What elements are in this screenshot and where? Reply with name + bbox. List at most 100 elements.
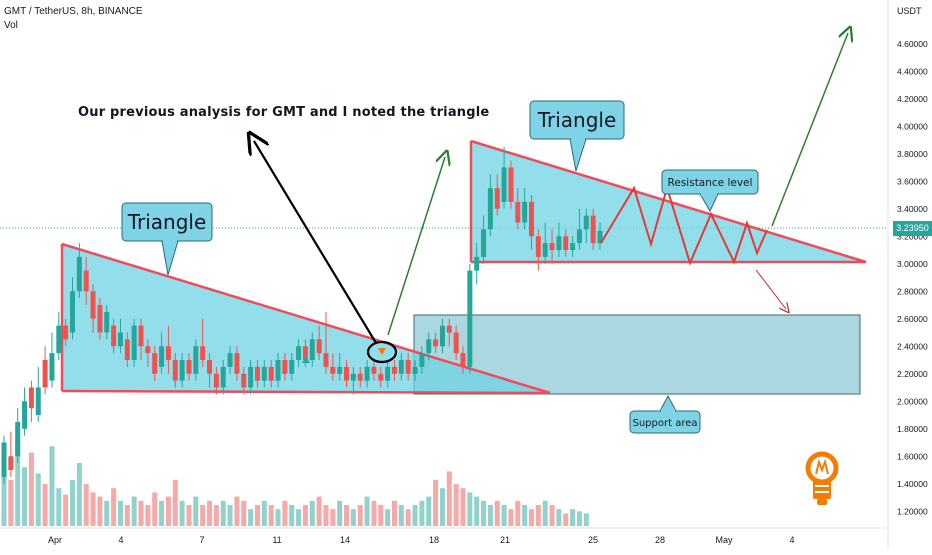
volume-bar bbox=[412, 505, 418, 526]
volume-bar bbox=[241, 500, 247, 526]
candle-body bbox=[330, 366, 336, 374]
volume-bar bbox=[302, 505, 308, 526]
volume-bar bbox=[316, 496, 322, 526]
candle-body bbox=[344, 366, 350, 381]
price-tick-label: 2.00000 bbox=[897, 396, 928, 406]
volume-bar bbox=[419, 500, 425, 526]
candle-body bbox=[248, 366, 254, 388]
price-tick-label: 1.40000 bbox=[897, 479, 928, 489]
price-tick-label: 4.40000 bbox=[897, 66, 928, 76]
volume-bar bbox=[426, 496, 432, 526]
volume-bar bbox=[433, 479, 439, 526]
candle-body bbox=[213, 373, 219, 388]
volume-bar bbox=[344, 505, 350, 526]
volume-bar bbox=[76, 463, 82, 526]
candle-body bbox=[35, 387, 41, 415]
volume-bar bbox=[467, 492, 473, 526]
note-pointer-arrow bbox=[254, 141, 377, 344]
right-triangle-callout[interactable]: Triangle bbox=[529, 100, 625, 172]
volume-bar bbox=[583, 513, 589, 526]
candle-body bbox=[576, 229, 582, 244]
down-arrow-to-support bbox=[755, 269, 786, 309]
candle-body bbox=[412, 366, 418, 374]
price-tick-label: 3.40000 bbox=[897, 204, 928, 214]
breakout-arrow-1 bbox=[387, 157, 445, 336]
left-triangle-upper-edge bbox=[61, 242, 551, 395]
candle-body bbox=[76, 256, 82, 292]
candle-body bbox=[371, 366, 377, 374]
volume-bar bbox=[15, 442, 21, 526]
current-price-tag: 3.23950 bbox=[893, 221, 932, 236]
earlier-marker-icon bbox=[302, 356, 310, 363]
time-tick-label: 4 bbox=[789, 535, 794, 545]
volume-bar bbox=[385, 509, 391, 526]
time-tick-label: 21 bbox=[500, 535, 510, 545]
volume-bar bbox=[570, 509, 576, 526]
candlesticks bbox=[1, 146, 603, 484]
price-tick-label: 4.20000 bbox=[897, 94, 928, 104]
volume-bar bbox=[152, 492, 158, 526]
candle-body bbox=[159, 346, 165, 367]
volume-bar bbox=[56, 488, 62, 526]
candle-body bbox=[49, 353, 55, 381]
currency-label: USDT bbox=[897, 6, 922, 16]
left-triangle-callout[interactable]: Triangle bbox=[121, 202, 213, 276]
breakout-circle-marker[interactable] bbox=[366, 340, 398, 364]
candle-body bbox=[549, 243, 555, 250]
candle-body bbox=[350, 373, 356, 381]
volume-bar bbox=[35, 473, 41, 526]
volume-bar bbox=[131, 496, 137, 526]
candle-body bbox=[165, 346, 171, 360]
price-tick-label: 3.60000 bbox=[897, 176, 928, 186]
price-tick-label: 1.60000 bbox=[897, 451, 928, 461]
candle-body bbox=[570, 243, 576, 250]
candle-body bbox=[433, 339, 439, 347]
candle-body bbox=[528, 201, 534, 237]
candle-body bbox=[508, 167, 514, 202]
volume-bar bbox=[172, 479, 178, 526]
breakout-marker-icon bbox=[378, 348, 386, 355]
volume-bar bbox=[254, 505, 260, 526]
symbol-title: GMT / TetherUS, 8h, BINANCE bbox=[4, 6, 143, 17]
candle-body bbox=[275, 360, 281, 381]
resistance-callout[interactable]: Resistance level bbox=[661, 169, 759, 213]
volume-bar bbox=[165, 496, 171, 526]
candle-body bbox=[481, 229, 487, 257]
resistance-label: Resistance level bbox=[668, 177, 753, 189]
candle-body bbox=[172, 360, 178, 381]
price-tick-label: 2.80000 bbox=[897, 286, 928, 296]
time-tick-label: 11 bbox=[272, 535, 281, 545]
candle-body bbox=[83, 270, 89, 292]
volume-bar bbox=[179, 500, 185, 526]
candle-body bbox=[8, 456, 14, 470]
volume-bar bbox=[8, 479, 14, 526]
time-tick-label: May bbox=[715, 535, 733, 545]
volume-bar bbox=[296, 509, 302, 526]
price-axis[interactable]: 4.60000 4.40000 4.20000 4.00000 3.80000 3.600… bbox=[897, 39, 928, 517]
candle-body bbox=[323, 353, 329, 367]
time-axis[interactable]: Apr 4 7 11 14 18 21 25 28 May 4 bbox=[48, 535, 795, 545]
candle-body bbox=[124, 339, 130, 360]
time-tick-label: 25 bbox=[588, 535, 598, 545]
candle-body bbox=[590, 215, 596, 244]
candle-body bbox=[316, 339, 322, 354]
price-tick-label: 3.20000 bbox=[897, 231, 928, 241]
breakout-arrow-2 bbox=[771, 33, 848, 227]
candle-body bbox=[501, 167, 507, 202]
volume-bar bbox=[398, 505, 404, 526]
volume-bar bbox=[522, 505, 528, 526]
time-tick-label: Apr bbox=[48, 535, 62, 545]
candle-body bbox=[289, 360, 295, 374]
candle-body bbox=[138, 325, 144, 347]
support-callout[interactable]: Support area bbox=[629, 394, 701, 434]
candle-body bbox=[193, 346, 199, 374]
candle-body bbox=[254, 366, 260, 381]
volume-bar bbox=[350, 509, 356, 526]
candle-body bbox=[357, 373, 363, 381]
volume-bar bbox=[501, 505, 507, 526]
candle-body bbox=[597, 230, 603, 244]
left-triangle-lower-edge bbox=[61, 389, 551, 395]
candle-body bbox=[90, 291, 96, 319]
